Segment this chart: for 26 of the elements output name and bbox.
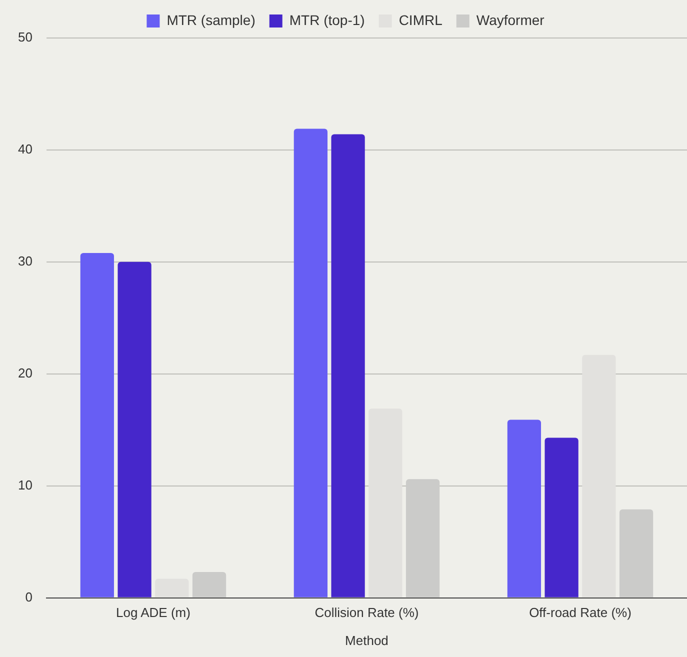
bar bbox=[331, 134, 365, 598]
y-tick-label: 10 bbox=[18, 477, 32, 492]
x-axis-title: Method bbox=[345, 632, 388, 648]
y-tick-label: 40 bbox=[18, 142, 32, 157]
legend-label: Wayformer bbox=[476, 12, 545, 28]
legend-label: MTR (sample) bbox=[166, 12, 256, 28]
x-tick-label: Off-road Rate (%) bbox=[529, 605, 632, 620]
bar bbox=[507, 420, 542, 598]
bar bbox=[544, 438, 578, 598]
x-tick-label: Log ADE (m) bbox=[116, 605, 190, 620]
bar bbox=[368, 408, 402, 598]
y-tick-label: 50 bbox=[18, 30, 32, 45]
bar bbox=[582, 354, 616, 598]
bar bbox=[80, 252, 114, 598]
bar bbox=[118, 262, 152, 598]
y-tick-label: 0 bbox=[25, 589, 32, 604]
bar bbox=[406, 479, 440, 598]
y-tick-label: 20 bbox=[18, 365, 32, 380]
legend-label: MTR (top-1) bbox=[289, 12, 365, 28]
bar bbox=[192, 572, 226, 598]
y-tick-label: 30 bbox=[18, 254, 32, 268]
bar bbox=[294, 128, 328, 598]
x-tick-label: Collision Rate (%) bbox=[314, 605, 419, 620]
bar bbox=[619, 509, 654, 598]
legend-label: CIMRL bbox=[398, 12, 443, 28]
bar bbox=[155, 578, 189, 598]
